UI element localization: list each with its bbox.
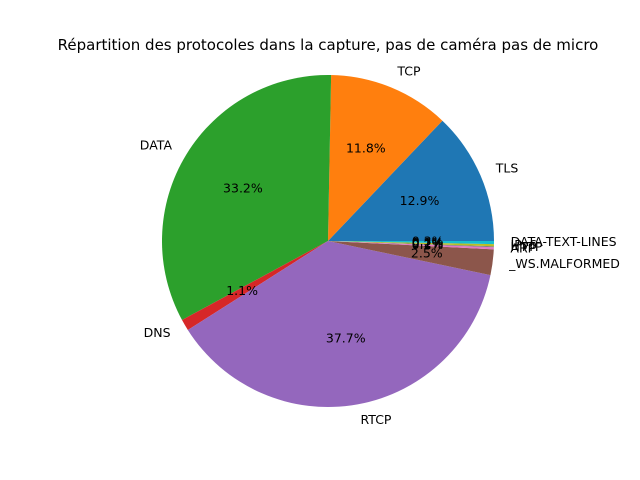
pie-labels: TLS 12.9% TCP 11.8% DATA 33.2% DNS 1.1% RTCP 37.7… xyxy=(140,64,620,428)
pie-slice-http xyxy=(328,241,494,248)
slice-label-arp: ARP xyxy=(510,241,535,256)
pie-slice-ws-malformed xyxy=(328,241,494,276)
pie-slice-tcp xyxy=(328,75,443,242)
slice-pct-tls: 12.9% xyxy=(400,193,440,208)
pie-slice-ipv6 xyxy=(328,241,494,247)
slice-label-ipv6: IPv6 xyxy=(511,237,538,252)
pie-slice-tls xyxy=(328,120,494,241)
slice-pct-ipv6: 0.2% xyxy=(412,235,444,250)
slice-pct-rtcp: 37.7% xyxy=(326,331,366,346)
pie-slice-data xyxy=(162,75,332,321)
slice-label-data: DATA xyxy=(140,138,173,153)
slice-label-rtcp: RTCP xyxy=(361,412,392,427)
slice-pct-tcp: 11.8% xyxy=(346,140,386,155)
slice-label-data-text-lines: DATA-TEXT-LINES xyxy=(511,234,617,249)
pie-slice-dns xyxy=(182,241,328,330)
slice-label-ws-malformed: _WS.MALFORMED xyxy=(508,256,620,271)
pie-slice-data-text-lines xyxy=(328,241,494,245)
slice-label-tcp: TCP xyxy=(396,64,421,79)
pie-slice-arp xyxy=(328,241,494,250)
slice-pct-data: 33.2% xyxy=(223,181,263,196)
slice-pct-dns: 1.1% xyxy=(226,283,258,298)
slice-label-tls: TLS xyxy=(495,161,519,176)
slice-label-dns: DNS xyxy=(144,325,171,340)
pie-slices xyxy=(162,75,494,407)
slice-pct-ws-malformed: 2.5% xyxy=(411,245,443,260)
slice-label-http: HTTP xyxy=(510,239,542,254)
chart-title: Répartition des protocoles dans la captu… xyxy=(58,36,599,54)
slice-pct-arp: 0.2% xyxy=(412,237,444,252)
slice-pct-data-text-lines: 0.3% xyxy=(412,233,444,248)
pie-slice-rtcp xyxy=(187,241,491,407)
slice-pct-http: 0.1% xyxy=(412,236,444,251)
